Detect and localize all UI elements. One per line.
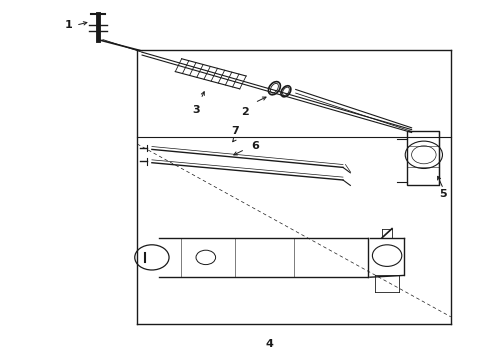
Text: 7: 7 — [231, 126, 239, 136]
Text: 1: 1 — [65, 20, 73, 30]
Bar — [407, 131, 439, 185]
Text: 3: 3 — [192, 105, 200, 115]
Text: 6: 6 — [251, 141, 259, 151]
Text: 4: 4 — [266, 339, 273, 349]
Text: 2: 2 — [241, 107, 249, 117]
Text: 5: 5 — [440, 189, 447, 199]
